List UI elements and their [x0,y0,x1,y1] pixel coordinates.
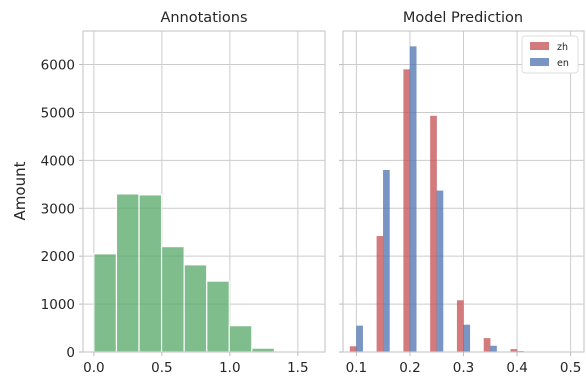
y-tick-label: 4000 [41,153,75,169]
histogram-bar [139,195,162,352]
bar-zh [377,236,384,352]
y-axis-label: Amount [11,161,29,220]
x-tick-label: 0.0 [83,360,104,376]
histogram-bar [184,265,207,352]
y-tick-label: 6000 [41,58,75,74]
annotations-title: Annotations [160,10,247,26]
y-tick-label: 2000 [41,249,75,265]
x-tick-label: 0.3 [453,360,474,376]
bar-zh [403,69,410,352]
legend-label-en: en [557,58,569,69]
histogram-bar [94,254,117,352]
y-tick-label: 0 [66,345,75,361]
bar-en [437,191,444,352]
histogram-bar [207,281,230,352]
y-tick-label: 3000 [41,201,75,217]
x-tick-label: 0.5 [151,360,172,376]
bar-zh [484,338,491,352]
histogram-bar [162,247,185,352]
x-tick-label: 1.5 [287,360,308,376]
legend: zh en [522,36,578,73]
x-tick-label: 1.0 [219,360,240,376]
model-prediction-title: Model Prediction [403,10,523,26]
bar-en [490,346,497,352]
histogram-bar [116,194,139,352]
bar-en [383,170,390,352]
y-tick-label: 1000 [41,297,75,313]
bar-zh [457,300,464,352]
legend-swatch-zh [530,42,549,50]
legend-label-zh: zh [557,42,568,53]
x-tick-label: 0.5 [560,360,581,376]
histogram-bar [229,326,252,352]
bar-zh [430,116,437,352]
bar-en [463,325,470,352]
legend-box [522,36,578,73]
x-tick-label: 0.2 [399,360,420,376]
x-tick-label: 0.4 [506,360,527,376]
bar-en [356,326,363,352]
x-tick-label: 0.1 [346,360,367,376]
y-tick-label: 5000 [41,105,75,121]
bar-en [410,46,417,352]
bar-zh [350,346,357,352]
legend-swatch-en [530,58,549,66]
